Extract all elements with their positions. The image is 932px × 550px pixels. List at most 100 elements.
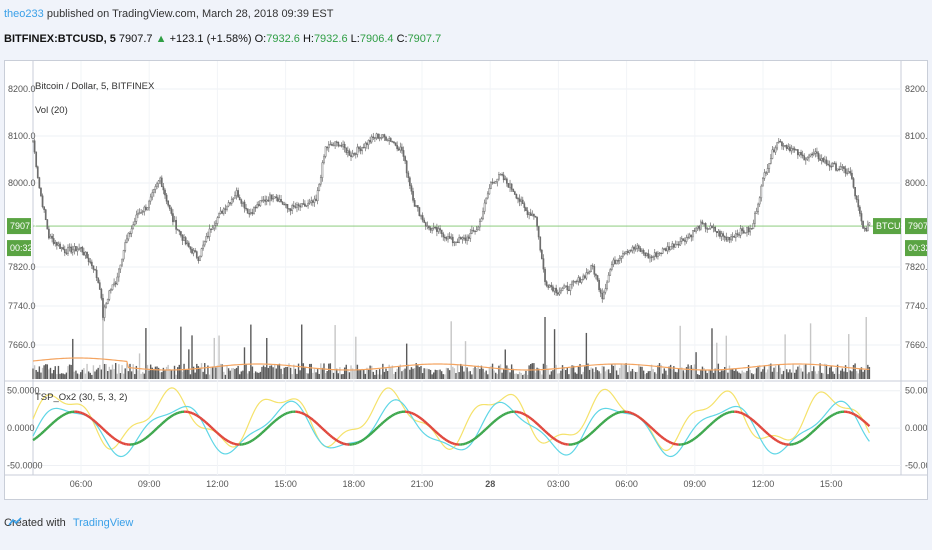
candle-body xyxy=(40,187,42,197)
symbol-label[interactable]: BITFINEX:BTCUSD, 5 xyxy=(4,33,116,45)
candle-body xyxy=(409,177,411,186)
osc-signal-segment xyxy=(557,440,560,444)
candle-body xyxy=(548,285,551,288)
candle-body xyxy=(859,206,861,214)
volume-bar xyxy=(469,371,471,379)
volume-bar xyxy=(716,342,718,379)
axis-labels: 7660.07660.07740.07740.07820.07820.08000… xyxy=(7,84,927,489)
candle-body xyxy=(447,236,449,240)
volume-bar xyxy=(568,374,570,379)
volume-bar xyxy=(835,367,837,379)
candle-body xyxy=(742,230,745,234)
candle-body xyxy=(229,202,232,204)
osc-signal-segment xyxy=(588,432,592,436)
volume-bar xyxy=(692,367,694,379)
volume-bar xyxy=(781,374,783,379)
candle-body xyxy=(329,143,332,146)
volume-bar xyxy=(743,372,745,379)
candle-body xyxy=(633,246,635,250)
osc-signal-segment xyxy=(712,419,716,423)
volume-bar xyxy=(585,332,588,379)
volume-bar xyxy=(828,367,831,379)
volume-bar xyxy=(689,366,691,379)
osc-signal-segment xyxy=(116,439,120,443)
candle-body xyxy=(812,153,815,156)
osc-signal-segment xyxy=(816,425,820,429)
candle-body xyxy=(630,250,632,252)
volume-bar xyxy=(269,365,271,379)
last-price-tag-left-bg xyxy=(7,218,31,235)
osc-signal-segment xyxy=(522,412,525,416)
candle-body xyxy=(367,140,370,146)
candle-body xyxy=(513,191,516,195)
osc-signal-segment xyxy=(526,415,530,419)
candle-body xyxy=(143,206,146,212)
volume-bar xyxy=(426,368,429,379)
osc-signal-segment xyxy=(689,439,692,443)
volume-bar xyxy=(258,372,260,379)
osc-signal-segment xyxy=(148,433,152,437)
osc-signal-segment xyxy=(590,431,594,435)
candle-body xyxy=(488,188,491,195)
volume-bar xyxy=(736,371,739,379)
author-link[interactable]: theo233 xyxy=(4,8,44,20)
volume-bar xyxy=(811,371,813,379)
candle-body xyxy=(453,241,456,244)
osc-signal-segment xyxy=(604,418,608,422)
osc-signal-segment xyxy=(860,418,864,422)
tradingview-brand[interactable]: TradingView xyxy=(72,517,134,529)
osc-signal-segment xyxy=(700,431,704,435)
candle-body xyxy=(714,227,717,232)
chart-frame[interactable]: 7660.07660.07740.07740.07820.07820.08000… xyxy=(4,60,928,500)
osc-signal-segment xyxy=(366,434,370,439)
candle-body xyxy=(507,183,510,188)
osc-signal-segment xyxy=(776,439,780,443)
osc-signal-segment xyxy=(331,435,335,440)
osc-signal-segment xyxy=(747,415,751,420)
candle-body xyxy=(614,259,616,265)
candle-body xyxy=(841,166,844,168)
volume-bar xyxy=(445,367,448,379)
osc-signal-segment xyxy=(611,413,615,417)
volume-bar xyxy=(650,364,653,379)
candle-body xyxy=(86,251,88,259)
osc-signal-segment xyxy=(711,420,715,425)
volume-bar xyxy=(676,372,678,379)
volume-bar xyxy=(316,369,319,379)
volume-bar xyxy=(439,369,441,379)
open-value: 7932.6 xyxy=(266,33,300,45)
candle-body xyxy=(547,285,550,288)
candle-body xyxy=(388,138,391,141)
volume-bar xyxy=(405,343,408,379)
volume-bar xyxy=(363,369,365,379)
volume-bar xyxy=(161,372,163,379)
candle-body xyxy=(631,246,634,251)
volume-bar xyxy=(396,368,398,379)
osc-signal-segment xyxy=(221,436,225,440)
candle-body xyxy=(141,211,144,213)
volume-bar xyxy=(552,370,554,379)
osc-signal-segment xyxy=(670,441,673,445)
chart-canvas[interactable]: 7660.07660.07740.07740.07820.07820.08000… xyxy=(5,61,927,499)
osc-signal-segment xyxy=(722,412,726,416)
candle-body xyxy=(84,251,87,256)
volume-bar xyxy=(614,364,616,379)
osc-signal-segment xyxy=(862,419,866,423)
osc-signal-segment xyxy=(488,423,492,427)
candle-body xyxy=(585,272,588,279)
volume-bar xyxy=(625,363,627,379)
osc-signal-segment xyxy=(692,437,696,441)
candle-body xyxy=(178,229,181,232)
osc-signal-segment xyxy=(97,423,101,427)
volume-bar xyxy=(229,370,231,379)
osc-signal-segment xyxy=(717,415,721,419)
osc-signal-segment xyxy=(115,438,118,442)
volume-bar xyxy=(162,367,165,379)
osc-signal-segment xyxy=(329,434,333,438)
volume-bar xyxy=(383,371,386,379)
osc-signal-segment xyxy=(445,439,449,443)
volume-bar xyxy=(574,372,576,379)
volume-bar xyxy=(615,370,618,379)
candle-body xyxy=(160,177,163,187)
candle-body xyxy=(506,178,508,184)
